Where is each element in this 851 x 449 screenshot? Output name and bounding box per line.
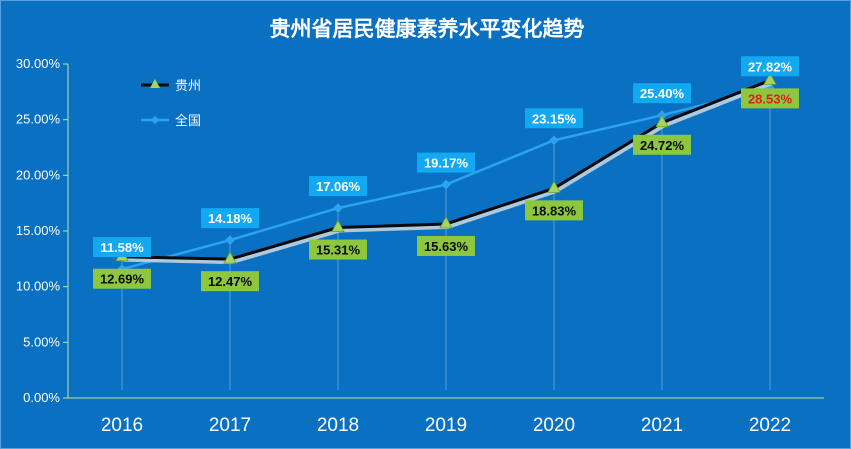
y-tick-label: 25.00% <box>16 112 61 127</box>
y-tick-label: 15.00% <box>16 223 61 238</box>
chart-title: 贵州省居民健康素养水平变化趋势 <box>270 17 585 41</box>
data-label-quanguo-bg <box>201 208 259 229</box>
y-tick-label: 20.00% <box>16 167 61 182</box>
point-guizhou <box>223 251 237 264</box>
x-tick-label: 2019 <box>425 415 467 436</box>
data-label-quanguo-bg <box>417 152 475 173</box>
data-label-guizhou: 28.53% <box>748 91 793 106</box>
point-guizhou <box>439 216 453 229</box>
x-tick-label: 2020 <box>533 415 575 436</box>
legend-label-quanguo: 全国 <box>175 113 201 129</box>
x-tick-label: 2018 <box>317 415 359 436</box>
point-quanguo <box>441 179 451 190</box>
data-label-quanguo-bg <box>741 56 799 77</box>
data-label-guizhou: 15.31% <box>316 243 361 258</box>
y-tick-label: 10.00% <box>16 279 61 294</box>
point-guizhou <box>655 114 669 128</box>
data-label-guizhou-bg <box>525 200 583 221</box>
data-label-quanguo: 19.17% <box>424 156 469 171</box>
point-guizhou <box>547 180 561 193</box>
y-tick-label: 0.00% <box>23 390 60 405</box>
legend-label-guizhou: 贵州 <box>175 79 201 94</box>
x-tick-label: 2016 <box>101 415 143 436</box>
data-label-guizhou: 18.83% <box>532 203 577 218</box>
data-label-quanguo: 25.40% <box>640 86 685 101</box>
data-label-quanguo: 11.58% <box>100 240 144 255</box>
data-label-guizhou: 15.63% <box>424 239 469 254</box>
point-guizhou <box>763 72 777 85</box>
data-label-quanguo: 17.06% <box>316 179 361 194</box>
point-quanguo <box>549 135 559 146</box>
data-label-quanguo-bg <box>633 83 691 104</box>
data-label-guizhou: 12.69% <box>100 272 145 287</box>
y-tick-label: 30.00% <box>16 56 61 71</box>
x-tick-label: 2021 <box>641 415 683 436</box>
data-label-quanguo: 14.18% <box>208 211 253 226</box>
data-label-quanguo: 23.15% <box>532 111 577 126</box>
point-quanguo <box>333 203 343 214</box>
data-label-guizhou-bg <box>201 271 259 292</box>
series-shadow-guizhou <box>123 81 773 265</box>
point-quanguo <box>225 235 235 246</box>
x-tick-label: 2022 <box>749 415 791 436</box>
data-label-quanguo-bg <box>309 176 367 197</box>
data-label-guizhou-bg <box>633 134 691 155</box>
legend-marker-guizhou <box>150 79 160 88</box>
x-tick-label: 2017 <box>209 415 251 436</box>
data-label-quanguo-bg <box>525 108 583 129</box>
data-label-guizhou-bg <box>417 235 475 256</box>
y-tick-label: 5.00% <box>23 334 60 349</box>
data-label-guizhou-bg <box>741 88 799 109</box>
data-label-guizhou-bg <box>309 239 367 260</box>
data-label-guizhou: 24.72% <box>640 138 685 153</box>
data-label-quanguo-bg <box>93 237 151 258</box>
point-guizhou <box>331 219 345 232</box>
data-label-quanguo: 27.82% <box>748 59 793 74</box>
data-label-guizhou: 12.47% <box>208 274 253 289</box>
legend-marker-quanguo <box>150 115 160 125</box>
data-label-guizhou-bg <box>93 268 151 289</box>
